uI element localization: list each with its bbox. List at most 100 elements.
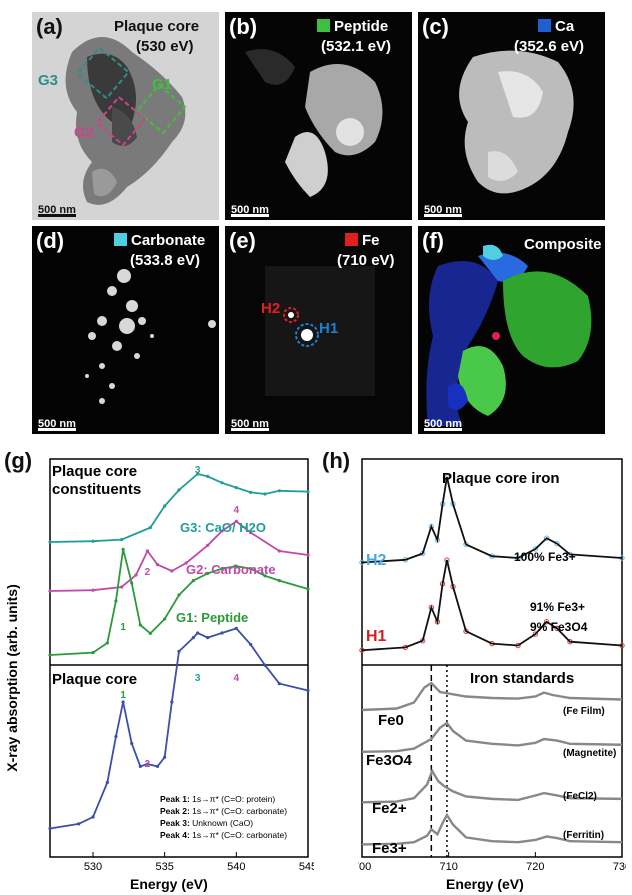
g-point [249, 567, 253, 571]
scale-bar-c: 500 nm [424, 204, 462, 217]
fe-swatch [345, 233, 358, 246]
g-point [91, 815, 95, 819]
g-legend-row-3: Peak 3: Unknown (CaO) [160, 818, 254, 828]
h-label-h1: H1 [366, 628, 387, 645]
h-xlabel: Energy (eV) [446, 876, 524, 892]
g-frame [49, 458, 309, 858]
panel-e-title: Fe [362, 232, 380, 249]
g-point [306, 553, 310, 557]
panel-a-title: Plaque core [114, 18, 200, 35]
g-point [177, 593, 181, 597]
g-point [48, 589, 52, 593]
g-point [306, 688, 310, 693]
g-peak-label: 3 [195, 673, 201, 684]
panel-f: (f) Composite 500 nm [418, 226, 605, 434]
g-point [277, 682, 281, 686]
g-tick-label: 530 [84, 861, 102, 873]
g-top-title-2: constituents [52, 481, 142, 498]
g-point [48, 826, 52, 831]
g-point [120, 585, 124, 589]
g-bottom-title: Plaque core [52, 671, 138, 688]
panel-a-letter: (a) [36, 14, 63, 39]
g-point [184, 561, 188, 565]
h-point [543, 619, 550, 625]
g-legend-row-4: Peak 4: 1s→π* (C=O: carbonate) [160, 830, 288, 840]
g-point [148, 526, 152, 530]
g-series-0 [49, 473, 309, 543]
g-peak-label: 4 [234, 505, 240, 516]
g-xlabel: Energy (eV) [130, 876, 208, 892]
h-tick-label: 730 [613, 861, 626, 873]
panel-d-title: Carbonate [131, 232, 206, 249]
panel-e-energy: (710 eV) [337, 252, 395, 269]
h-label-h2: H2 [366, 552, 387, 569]
h-std-label-1: Fe3O4 [366, 752, 412, 769]
h-series-2 [361, 681, 623, 712]
g-point [145, 549, 150, 553]
g-point [91, 651, 95, 655]
g-point [234, 519, 238, 523]
h-ann-h1-a: 91% Fe3+ [530, 600, 586, 614]
panel-c-image [459, 50, 574, 194]
chart-h: 700 710 720 730 [358, 458, 626, 873]
panel-d-image [85, 269, 216, 404]
carbonate-swatch [114, 233, 127, 246]
g-point [138, 764, 142, 768]
g-point [134, 573, 138, 577]
scale-bar-b: 500 nm [231, 204, 269, 217]
scale-bar-d: 500 nm [38, 418, 76, 431]
panel-a-image [32, 12, 219, 220]
g-point [306, 587, 310, 591]
h-point [543, 535, 550, 541]
g-legend-row-2: Peak 2: 1s→π* (C=O: carbonate) [160, 806, 288, 816]
panel-d: (d) Carbonate (533.8 eV) 500 nm [32, 226, 219, 434]
g-point [234, 626, 238, 630]
g-point [220, 529, 224, 533]
g-point [77, 822, 81, 826]
g-series-label-g3: G3: CaO/ H2O [180, 520, 266, 535]
panel-b: (b) Peptide (532.1 eV) 500 nm [225, 12, 412, 220]
g-point [145, 762, 150, 766]
g-point [277, 489, 281, 493]
g-point [220, 481, 224, 485]
h-std-desc-3: (Ferritin) [563, 830, 605, 841]
g-tick-label: 540 [227, 861, 245, 873]
g-peak-label: 1 [120, 622, 126, 633]
h-std-desc-0: (Fe Film) [563, 706, 605, 717]
roi-label-h1: H1 [319, 320, 339, 337]
panel-e: (e) Fe (710 eV) H2 H1 500 nm [225, 226, 412, 434]
g-point [277, 579, 281, 583]
h-ann-h1-b: 9% Fe3O4 [530, 620, 588, 634]
panel-f-letter: (f) [422, 228, 444, 253]
panel-c-energy: (352.6 eV) [514, 38, 585, 55]
g-point [191, 636, 195, 640]
h-std-label-3: Fe3+ [372, 840, 407, 857]
panel-c: (c) Ca (352.6 eV) 500 nm [418, 12, 605, 220]
g-point [48, 653, 52, 657]
g-point [148, 631, 152, 635]
g-point [249, 490, 253, 494]
g-point [105, 780, 109, 785]
g-point [91, 588, 95, 592]
g-top-title-1: Plaque core [52, 463, 138, 480]
g-point [196, 472, 200, 476]
g-point [114, 734, 118, 739]
g-peak-label: 3 [195, 465, 201, 476]
h-series-5 [361, 812, 623, 846]
g-point [206, 543, 210, 547]
g-point [263, 574, 267, 578]
h-series-1 [361, 559, 623, 652]
h-std-label-2: Fe2+ [372, 800, 407, 817]
roi-label-g2: G2 [74, 124, 95, 141]
g-point [121, 700, 125, 704]
h-point [532, 631, 539, 637]
h-std-desc-1: (Magnetite) [563, 748, 617, 759]
panel-e-letter: (e) [229, 228, 256, 253]
g-peak-label: 2 [145, 759, 151, 770]
h-point [554, 540, 560, 547]
g-point [177, 488, 181, 492]
g-point [170, 569, 174, 573]
panel-e-image [265, 266, 375, 396]
g-tick-label: 535 [155, 861, 173, 873]
roi-label-g1: G1 [152, 76, 173, 93]
